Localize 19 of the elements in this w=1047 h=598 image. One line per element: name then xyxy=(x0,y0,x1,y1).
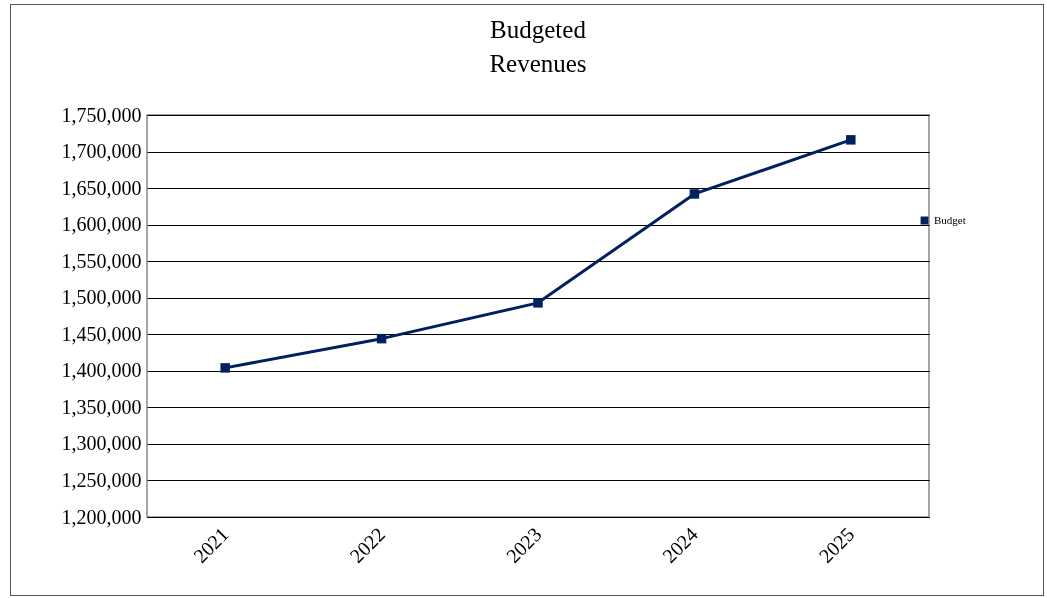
point xyxy=(533,298,543,308)
y-tick-label: 1,750,000 xyxy=(61,103,142,126)
y-tick-label: 1,350,000 xyxy=(61,395,142,418)
y-tick-label: 1,550,000 xyxy=(61,249,142,272)
point xyxy=(689,189,700,199)
y-tick-label: 1,300,000 xyxy=(61,432,142,455)
y-tick-label: 1,700,000 xyxy=(61,140,142,163)
chart-title: Budgeted Revenues xyxy=(489,16,587,77)
point xyxy=(846,135,856,145)
y-tick-label: 1,650,000 xyxy=(61,176,142,199)
y-tick-label: 1,250,000 xyxy=(61,468,142,491)
y-tick-label: 1,200,000 xyxy=(61,505,142,528)
legend-label: Budget xyxy=(934,213,966,226)
point xyxy=(220,363,230,373)
y-tick-label: 1,600,000 xyxy=(61,213,142,236)
y-tick-label: 1,450,000 xyxy=(61,322,142,345)
y-tick-label: 1,400,000 xyxy=(61,359,142,382)
y-tick-label: 1,500,000 xyxy=(61,286,142,309)
point xyxy=(376,333,387,344)
